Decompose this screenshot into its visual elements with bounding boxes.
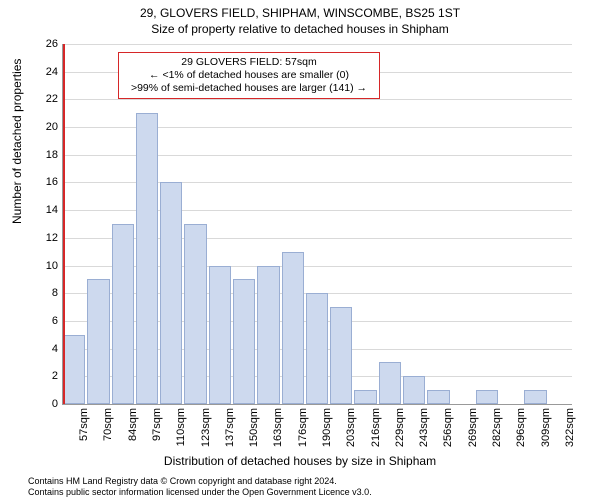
title-line1: 29, GLOVERS FIELD, SHIPHAM, WINSCOMBE, B… <box>0 6 600 20</box>
xtick-label: 137sqm <box>224 408 236 447</box>
gridline <box>62 99 572 100</box>
histogram-bar <box>354 390 376 404</box>
histogram-bar <box>306 293 328 404</box>
subject-marker-line <box>63 44 65 404</box>
xtick-label: 150sqm <box>248 408 260 447</box>
ytick-label: 22 <box>18 93 58 105</box>
histogram-bar <box>209 266 231 404</box>
xtick-label: 269sqm <box>467 408 479 447</box>
annotation-line: 29 GLOVERS FIELD: 57sqm <box>125 56 373 69</box>
gridline <box>62 44 572 45</box>
histogram-bar <box>112 224 134 404</box>
footer-attribution: Contains HM Land Registry data © Crown c… <box>0 476 600 498</box>
histogram-bar <box>257 266 279 404</box>
xtick-label: 57sqm <box>78 408 90 441</box>
footer-line2: Contains public sector information licen… <box>28 487 600 498</box>
ytick-label: 24 <box>18 66 58 78</box>
histogram-bar <box>282 252 304 404</box>
xtick-label: 190sqm <box>321 408 333 447</box>
xtick-label: 296sqm <box>515 408 527 447</box>
x-axis-line <box>62 404 572 405</box>
xtick-label: 282sqm <box>491 408 503 447</box>
histogram-bar <box>427 390 449 404</box>
chart-title-block: 29, GLOVERS FIELD, SHIPHAM, WINSCOMBE, B… <box>0 0 600 36</box>
histogram-bar <box>476 390 498 404</box>
histogram-bar <box>160 182 182 404</box>
xtick-label: 163sqm <box>272 408 284 447</box>
x-axis-label: Distribution of detached houses by size … <box>0 454 600 468</box>
histogram-bar <box>330 307 352 404</box>
ytick-label: 2 <box>18 370 58 382</box>
histogram-bar <box>524 390 546 404</box>
xtick-label: 176sqm <box>297 408 309 447</box>
histogram-bar <box>63 335 85 404</box>
footer-line1: Contains HM Land Registry data © Crown c… <box>28 476 600 487</box>
ytick-label: 4 <box>18 343 58 355</box>
xtick-label: 229sqm <box>394 408 406 447</box>
ytick-label: 10 <box>18 260 58 272</box>
y-axis-label: Number of detached properties <box>10 59 24 224</box>
ytick-label: 8 <box>18 287 58 299</box>
ytick-label: 14 <box>18 204 58 216</box>
xtick-label: 256sqm <box>442 408 454 447</box>
histogram-bar <box>184 224 206 404</box>
histogram-bar <box>379 362 401 404</box>
xtick-label: 243sqm <box>418 408 430 447</box>
ytick-label: 18 <box>18 149 58 161</box>
ytick-label: 0 <box>18 398 58 410</box>
title-line2: Size of property relative to detached ho… <box>0 22 600 36</box>
histogram-bar <box>403 376 425 404</box>
annotation-line: >99% of semi-detached houses are larger … <box>125 82 373 95</box>
histogram-bar <box>136 113 158 404</box>
annotation-line: ← <1% of detached houses are smaller (0) <box>125 69 373 82</box>
xtick-label: 216sqm <box>370 408 382 447</box>
xtick-label: 123sqm <box>200 408 212 447</box>
ytick-label: 20 <box>18 121 58 133</box>
chart-plot-area: 0246810121416182022242657sqm70sqm84sqm97… <box>62 44 572 404</box>
histogram-bar <box>233 279 255 404</box>
xtick-label: 203sqm <box>345 408 357 447</box>
histogram-bar <box>87 279 109 404</box>
ytick-label: 26 <box>18 38 58 50</box>
xtick-label: 110sqm <box>175 408 187 446</box>
ytick-label: 16 <box>18 176 58 188</box>
xtick-label: 70sqm <box>102 408 114 441</box>
annotation-box: 29 GLOVERS FIELD: 57sqm← <1% of detached… <box>118 52 380 99</box>
xtick-label: 97sqm <box>151 408 163 441</box>
xtick-label: 322sqm <box>564 408 576 447</box>
xtick-label: 309sqm <box>540 408 552 447</box>
xtick-label: 84sqm <box>127 408 139 441</box>
ytick-label: 6 <box>18 315 58 327</box>
ytick-label: 12 <box>18 232 58 244</box>
